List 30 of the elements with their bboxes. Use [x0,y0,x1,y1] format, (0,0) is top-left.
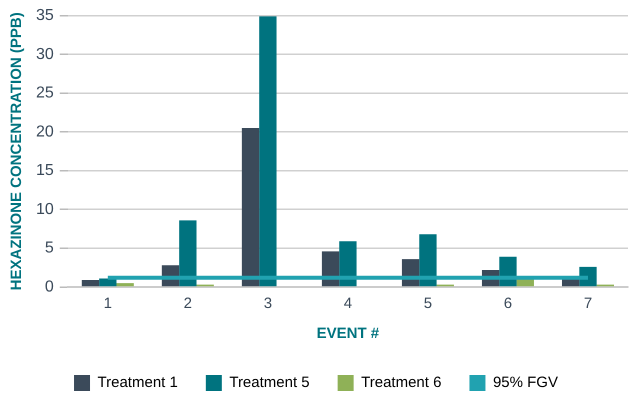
y-tick-label: 20 [36,123,54,140]
bar [179,220,197,286]
legend-label: 95% FGV [492,374,558,392]
legend-label: Treatment 1 [98,374,178,392]
y-tick-label: 10 [36,200,54,218]
bar [516,279,534,286]
y-tick-label: 35 [36,7,54,24]
y-tick-label: 0 [44,278,54,296]
x-tick-label: 1 [104,295,112,312]
x-tick-label: 3 [264,295,272,312]
bar [419,234,437,286]
bar [259,16,277,286]
y-tick-label: 15 [36,162,54,180]
bar [82,280,100,286]
x-tick-label: 4 [344,295,352,312]
y-tick-label: 5 [44,240,54,257]
bar [339,241,357,286]
x-tick-label: 5 [424,295,432,312]
x-axis-title: EVENT # [316,325,380,342]
y-axis-title: HEXAZINONE CONCENTRATION (PPB) [8,12,26,290]
bar [99,278,116,286]
bar [242,128,260,286]
x-tick-label: 7 [584,295,592,312]
legend-label: Treatment 6 [361,374,442,392]
x-tick-label: 2 [184,295,192,312]
legend-label: Treatment 5 [229,374,310,392]
y-tick-label: 30 [36,46,54,63]
y-tick-label: 25 [36,84,54,102]
bar [116,283,134,286]
x-tick-label: 6 [504,295,512,312]
